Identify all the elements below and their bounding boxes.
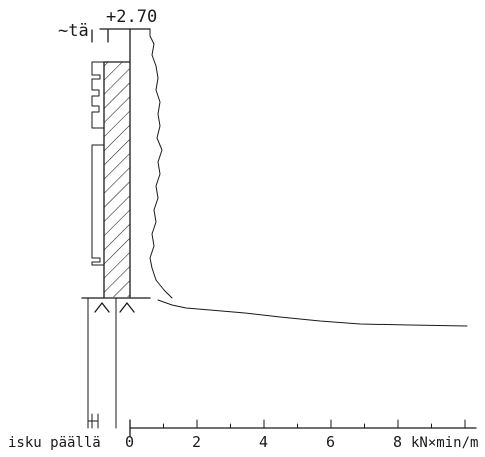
x-axis-tick-label: 0	[125, 433, 134, 451]
x-axis-tick-labels: 0 2 4 6 8	[125, 433, 402, 451]
axis-unit-label: kN×min/m	[411, 435, 478, 451]
level-value-label: +2.70	[106, 7, 157, 27]
resistance-curve-lower	[157, 299, 468, 327]
x-axis-tick-label: 6	[326, 433, 335, 451]
x-axis-tick-label: 8	[393, 433, 402, 451]
pile-tip-left	[94, 302, 110, 313]
x-axis-tick-label: 2	[192, 433, 201, 451]
pile-tip-right	[119, 302, 135, 313]
x-axis-tick-label: 4	[259, 433, 268, 451]
sounding-column-hatch	[104, 62, 130, 297]
level-marker-label: ~tä	[58, 21, 89, 41]
layer-profile	[91, 61, 105, 266]
x-axis: 0 2 4 6 8	[125, 419, 477, 451]
resistance-curve-upper	[129, 28, 173, 299]
axis-left-label: isku päällä	[8, 435, 101, 451]
x-axis-ticks	[163, 419, 466, 429]
